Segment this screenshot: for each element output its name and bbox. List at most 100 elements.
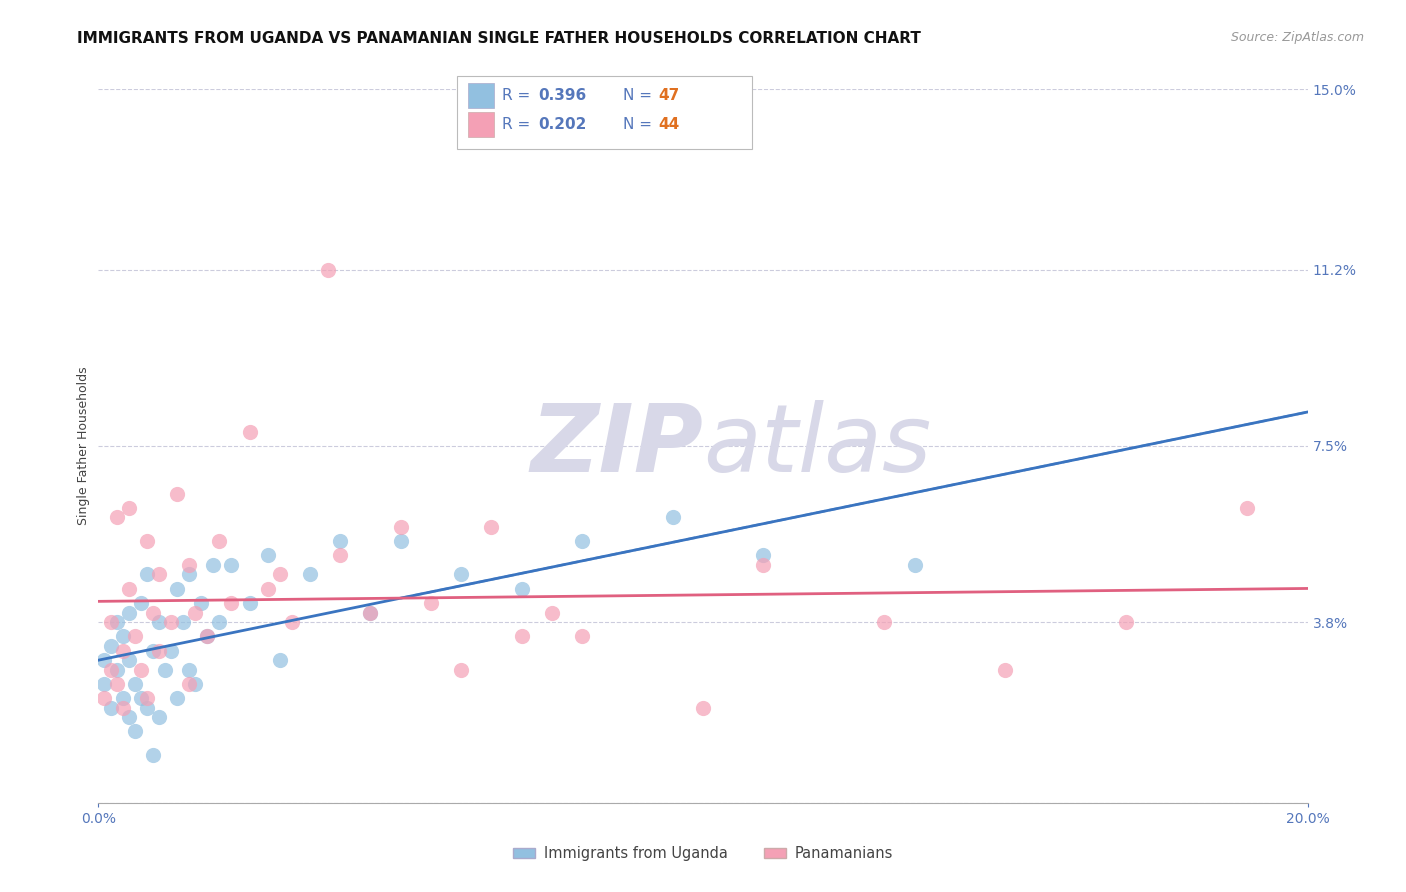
Point [129,691,152,706]
Point [571,534,593,549]
Point [100,663,122,677]
Point [1236,500,1258,515]
Point [111,629,134,643]
Text: R =: R = [502,88,536,103]
Point [100,639,122,653]
Point [129,663,152,677]
Point [148,710,170,724]
Point [179,558,201,572]
Point [124,677,146,691]
Point [510,582,533,596]
Point [142,643,165,657]
Text: N =: N = [623,88,657,103]
Point [316,263,339,277]
Point [389,520,412,534]
Point [166,691,188,706]
Point [135,700,157,714]
Point [208,534,231,549]
Point [105,663,128,677]
Point [360,606,382,620]
Text: 44: 44 [658,118,679,132]
Point [450,663,472,677]
Text: 0.202: 0.202 [538,118,586,132]
Point [450,567,472,582]
Point [105,510,128,524]
Point [129,596,152,610]
Point [93,677,115,691]
Point [179,663,201,677]
Point [184,606,207,620]
Point [160,643,183,657]
Point [299,567,322,582]
Point [100,700,122,714]
Point [208,615,231,629]
Point [360,606,382,620]
Text: atlas: atlas [703,401,931,491]
Point [166,582,188,596]
Point [153,663,176,677]
Point [389,534,412,549]
Point [179,567,201,582]
Text: IMMIGRANTS FROM UGANDA VS PANAMANIAN SINGLE FATHER HOUSEHOLDS CORRELATION CHART: IMMIGRANTS FROM UGANDA VS PANAMANIAN SIN… [77,31,921,46]
Point [160,615,183,629]
Text: ZIP: ZIP [530,400,703,492]
Point [904,558,927,572]
Point [873,615,896,629]
Point [269,567,291,582]
Point [118,653,141,667]
Point [105,615,128,629]
Point [93,653,115,667]
Point [329,549,352,563]
Point [994,663,1017,677]
Point [256,549,278,563]
Point [269,653,291,667]
Point [184,677,207,691]
Point [93,691,115,706]
Point [179,677,201,691]
Point [221,596,243,610]
Point [142,606,165,620]
Point [111,691,134,706]
Point [202,558,225,572]
Point [135,534,157,549]
Text: 47: 47 [658,88,679,103]
Point [124,629,146,643]
Point [752,558,775,572]
Point [148,567,170,582]
Point [256,582,278,596]
Point [111,643,134,657]
Point [239,425,262,439]
Point [540,606,562,620]
Point [148,643,170,657]
Point [118,606,141,620]
Point [195,629,218,643]
Point [481,520,503,534]
Point [111,700,134,714]
Point [124,724,146,739]
Point [221,558,243,572]
Point [118,710,141,724]
Point [135,567,157,582]
Point [329,534,352,549]
Point [692,700,714,714]
Point [1115,615,1137,629]
Point [166,486,188,500]
Point [142,748,165,763]
Point [571,629,593,643]
Point [135,691,157,706]
Point [118,500,141,515]
Point [190,596,212,610]
Text: Source: ZipAtlas.com: Source: ZipAtlas.com [1230,31,1364,45]
Point [752,549,775,563]
Y-axis label: Single Father Households: Single Father Households [77,367,90,525]
Point [100,615,122,629]
Point [281,615,304,629]
Text: N =: N = [623,118,657,132]
Point [510,629,533,643]
Text: R =: R = [502,118,536,132]
Point [195,629,218,643]
Point [172,615,194,629]
Point [420,596,443,610]
Point [661,510,683,524]
Point [239,596,262,610]
